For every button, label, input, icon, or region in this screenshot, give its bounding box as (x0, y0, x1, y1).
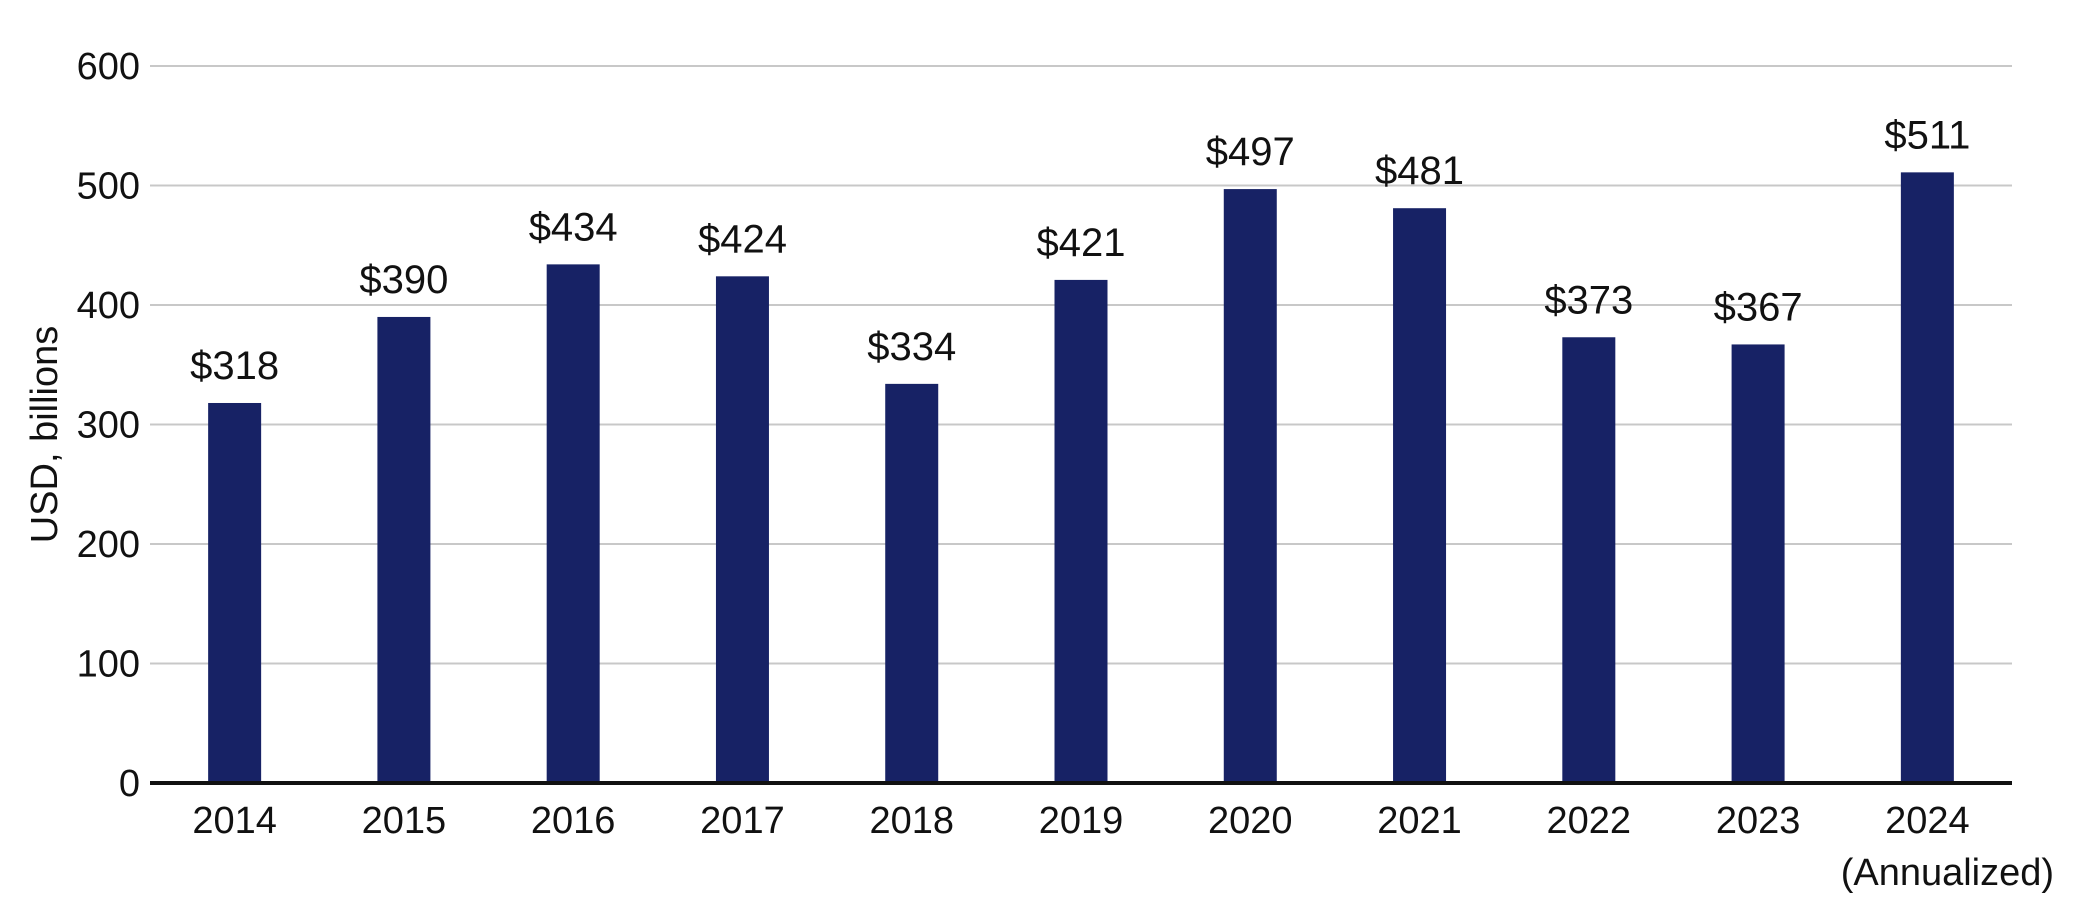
data-label: $390 (359, 258, 448, 302)
bar-2024 (1900, 172, 1954, 784)
y-tick-label: 300 (77, 405, 140, 447)
data-label: $424 (698, 217, 787, 261)
bar-2023 (1731, 344, 1785, 783)
y-tick-label: 100 (77, 644, 140, 686)
bar-2015 (377, 316, 431, 783)
bar-2014 (208, 402, 262, 783)
bar-2019 (1054, 279, 1108, 783)
x-tick-label: 2017 (700, 800, 785, 842)
x-tick-label: 2021 (1377, 800, 1462, 842)
y-tick-label: 200 (77, 524, 140, 566)
bar-2022 (1562, 337, 1616, 783)
x-tick-label: 2014 (192, 800, 277, 842)
data-label: $511 (1884, 113, 1970, 157)
y-tick-label: 400 (77, 285, 140, 327)
bar-2018 (885, 383, 939, 783)
x-tick-label: 2024 (1885, 800, 1970, 842)
y-tick-label: 500 (77, 166, 140, 208)
data-label: $421 (1037, 221, 1126, 265)
bars (208, 172, 1954, 784)
x-tick-label: 2023 (1716, 800, 1801, 842)
x-tick-label: 2018 (869, 800, 954, 842)
data-label: $434 (529, 205, 618, 249)
bar-2016 (546, 264, 600, 783)
data-label: $367 (1714, 285, 1803, 329)
data-label: $318 (190, 344, 279, 388)
x-tick-sublabel: (Annualized) (1841, 852, 2054, 894)
y-axis-title: USD, billions (24, 326, 66, 544)
bar-2017 (715, 276, 769, 783)
y-tick-label: 600 (77, 46, 140, 88)
bar-2020 (1223, 189, 1277, 783)
x-tick-label: 2019 (1039, 800, 1124, 842)
data-label: $334 (867, 325, 956, 369)
x-tick-label: 2020 (1208, 800, 1293, 842)
x-tick-label: 2022 (1547, 800, 1632, 842)
y-tick-label: 0 (119, 763, 140, 805)
data-label: $373 (1544, 278, 1633, 322)
x-tick-label: 2016 (531, 800, 616, 842)
x-tick-label: 2015 (362, 800, 447, 842)
data-label: $481 (1375, 149, 1464, 193)
data-label: $497 (1206, 130, 1295, 174)
labels: 0 100 200 300 400 500 600 $318 2014 $390 2015 $434 2… (77, 46, 2054, 894)
bar-2021 (1393, 208, 1447, 783)
